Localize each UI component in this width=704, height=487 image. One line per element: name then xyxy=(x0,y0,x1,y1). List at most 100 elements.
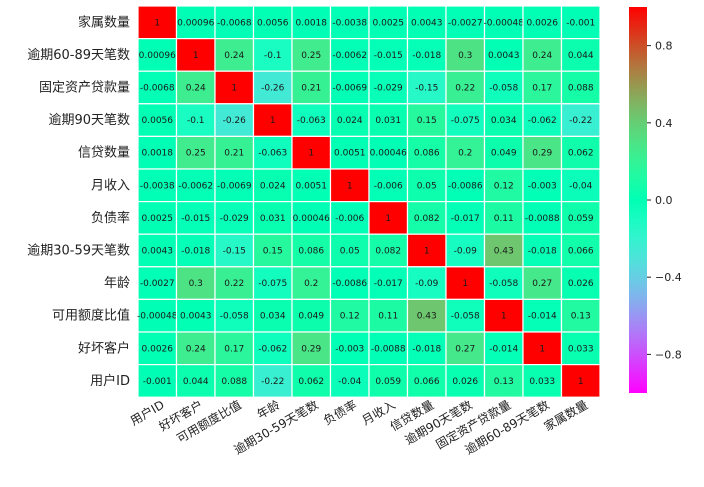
cell-value-label: 0.082 xyxy=(375,247,401,257)
cell-value-label: 0.026 xyxy=(568,279,594,289)
row-label: 好坏客户 xyxy=(78,340,130,356)
cell-value-label: 1 xyxy=(424,247,430,257)
heatmap-cell xyxy=(291,364,332,398)
cell-value-label: 0.00046 xyxy=(293,214,330,224)
cell-value-label: 0.044 xyxy=(568,51,594,61)
cell-value-label: 1 xyxy=(578,377,584,387)
heatmap-cell xyxy=(291,201,332,235)
cell-value-label: -0.058 xyxy=(451,312,480,322)
cell-value-label: -0.003 xyxy=(528,181,557,191)
heatmap-cell xyxy=(445,266,486,300)
colorbar-tick-label: 0.8 xyxy=(655,40,673,53)
heatmap-cell xyxy=(406,168,447,203)
cell-value-label: 1 xyxy=(231,84,237,94)
cell-value-label: 0.0051 xyxy=(296,181,328,191)
cell-value-label: 0.059 xyxy=(375,377,401,387)
cell-value-label: -0.006 xyxy=(374,181,403,191)
heatmap-cell xyxy=(406,298,447,333)
cell-value-label: 0.21 xyxy=(301,84,321,94)
heatmap-cell xyxy=(368,70,409,105)
cell-value-label: 0.062 xyxy=(568,149,594,159)
heatmap-cell xyxy=(522,364,563,398)
cell-value-label: 1 xyxy=(154,18,160,28)
heatmap-cell xyxy=(522,37,563,72)
cell-value-label: -0.00048 xyxy=(484,18,525,28)
cell-value-label: -0.014 xyxy=(489,344,518,354)
heatmap-cell xyxy=(406,266,447,300)
cell-value-label: -0.15 xyxy=(415,84,438,94)
row-label: 月收入 xyxy=(91,178,130,193)
heatmap-cell xyxy=(560,103,601,138)
heatmap-cell xyxy=(291,233,332,268)
cell-value-label: -0.0069 xyxy=(217,181,252,191)
cell-value-label: 0.3 xyxy=(458,51,472,61)
heatmap-cell xyxy=(560,266,601,300)
colorbar: 0.8 0.4 0.0 −0.4 −0.8 xyxy=(629,7,682,393)
heatmap-cell xyxy=(560,233,601,268)
heatmap-cell xyxy=(522,135,563,170)
heatmap-cell xyxy=(137,135,178,170)
heatmap-cell xyxy=(368,298,409,333)
heatmap-cell xyxy=(368,331,409,366)
heatmap-cell xyxy=(214,201,255,235)
heatmap-cell xyxy=(252,201,293,235)
cell-value-label: 0.13 xyxy=(571,312,591,322)
cell-value-label: -0.15 xyxy=(223,247,246,257)
heatmap-cell xyxy=(522,331,563,366)
heatmap-cell xyxy=(137,5,178,40)
cell-value-label: 0.00096 xyxy=(139,51,176,61)
cell-value-label: -0.075 xyxy=(258,279,287,289)
cell-value-label: 1 xyxy=(270,116,276,126)
cell-value-label: 0.049 xyxy=(491,149,517,159)
heatmap-cell xyxy=(560,331,601,366)
cell-value-label: -0.018 xyxy=(528,247,557,257)
cell-value-label: 0.088 xyxy=(568,84,594,94)
cell-value-label: -0.0088 xyxy=(525,214,560,224)
heatmap-cell xyxy=(560,168,601,203)
cell-value-label: 0.024 xyxy=(260,181,286,191)
heatmap-cell xyxy=(560,298,601,333)
cell-value-label: -0.0088 xyxy=(371,344,406,354)
heatmap-cell xyxy=(214,135,255,170)
heatmap-cell xyxy=(252,168,293,203)
cell-value-label: -0.063 xyxy=(258,149,287,159)
row-labels: 家属数量逾期60-89天笔数固定资产贷款量逾期90天笔数信贷数量月收入负债率逾期… xyxy=(27,14,130,389)
cell-value-label: 0.0043 xyxy=(411,18,443,28)
colorbar-tick-label: 0.4 xyxy=(655,117,673,130)
cell-value-label: 0.00096 xyxy=(177,18,214,28)
heatmap-cell xyxy=(560,201,601,235)
heatmap-cell xyxy=(368,201,409,235)
cell-value-label: 0.43 xyxy=(417,312,437,322)
cell-value-label: 0.11 xyxy=(494,214,514,224)
cell-value-label: 0.0018 xyxy=(142,149,174,159)
cell-value-label: 0.27 xyxy=(455,344,475,354)
cell-value-label: -0.0038 xyxy=(140,181,175,191)
cell-value-label: 0.24 xyxy=(186,344,206,354)
heatmap-cell xyxy=(291,135,332,170)
cell-value-label: 0.15 xyxy=(263,247,283,257)
heatmap-cell xyxy=(252,298,293,333)
cell-value-label: 0.43 xyxy=(494,247,514,257)
heatmap-cell xyxy=(252,37,293,72)
heatmap-cell xyxy=(291,70,332,105)
cell-value-label: 0.066 xyxy=(414,377,440,387)
row-label: 家属数量 xyxy=(78,14,130,30)
cell-value-label: -0.058 xyxy=(489,84,518,94)
cell-value-label: 0.088 xyxy=(221,377,247,387)
cell-value-label: -0.003 xyxy=(335,344,364,354)
heatmap-cell xyxy=(522,233,563,268)
heatmap-cell xyxy=(560,37,601,72)
cell-value-label: 0.0025 xyxy=(142,214,174,224)
cell-value-label: 0.044 xyxy=(183,377,209,387)
cell-value-label: 0.12 xyxy=(494,181,514,191)
cell-value-label: 0.2 xyxy=(304,279,318,289)
cell-value-label: -0.09 xyxy=(454,247,478,257)
cell-value-label: -0.075 xyxy=(451,116,480,126)
cell-value-label: 0.031 xyxy=(375,116,401,126)
cell-value-label: 0.049 xyxy=(298,312,324,322)
cell-value-label: -0.0062 xyxy=(332,51,367,61)
heatmap-cell xyxy=(175,266,216,300)
cell-value-label: -0.0069 xyxy=(332,84,367,94)
